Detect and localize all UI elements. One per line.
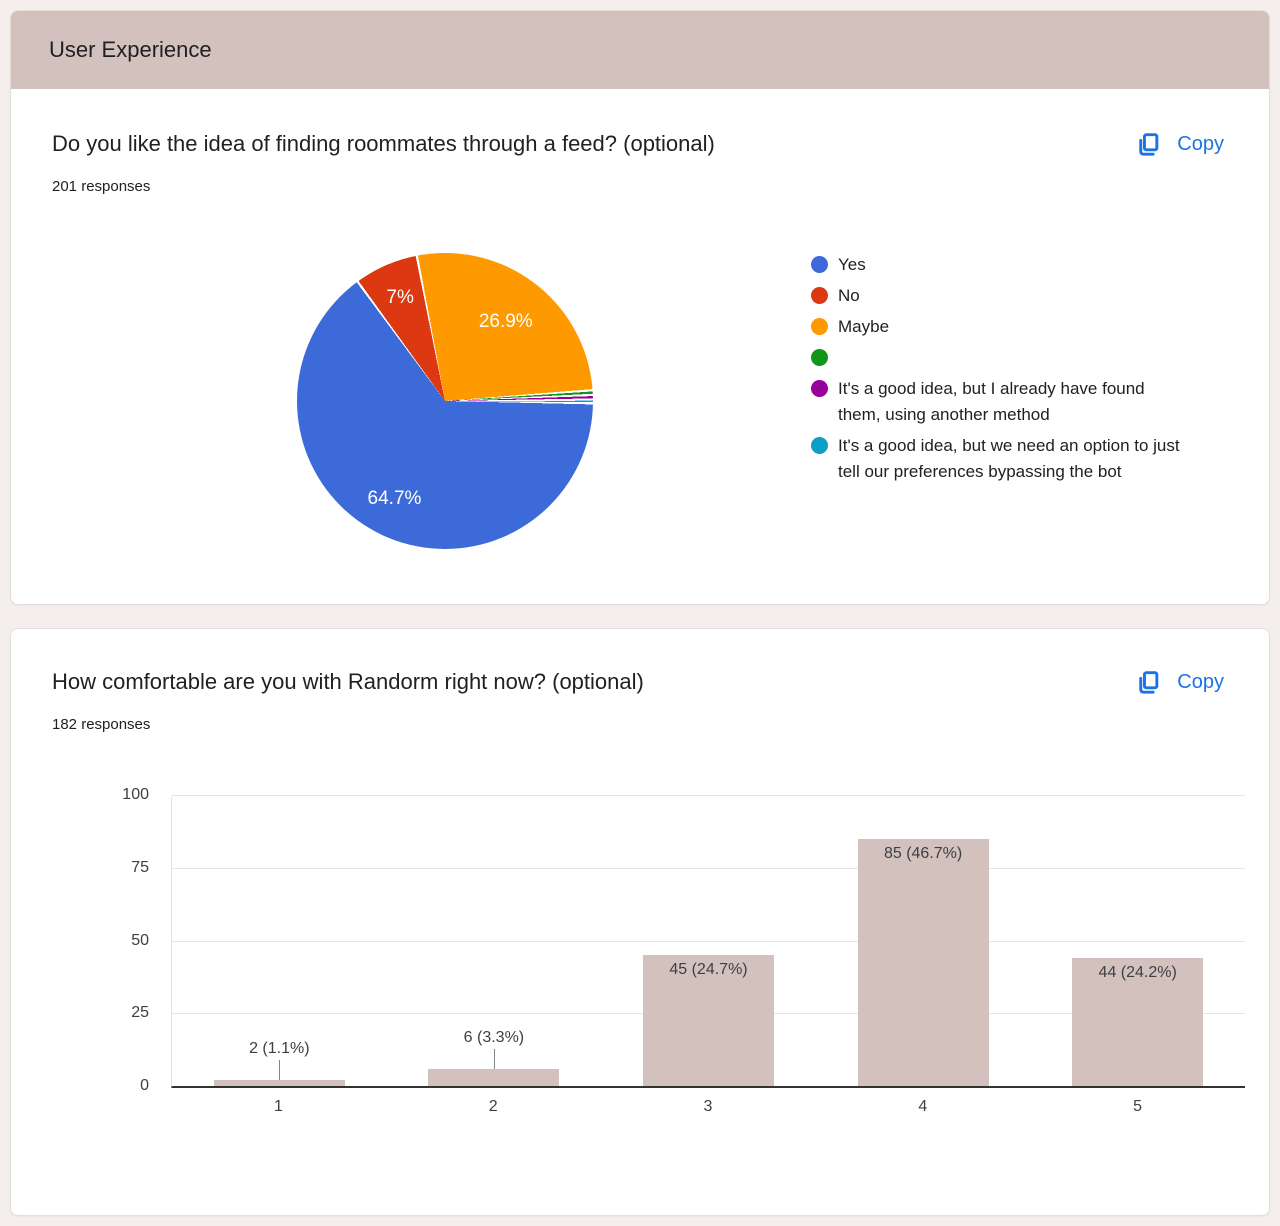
legend-label: It's a good idea, but I already have fou…	[838, 379, 1145, 424]
copy-button-label: Copy	[1177, 671, 1224, 693]
bar: 44 (24.2%)	[1072, 957, 1204, 1086]
legend-item: Maybe	[811, 314, 1189, 340]
bar: 45 (24.7%)	[642, 955, 774, 1086]
bar-value-label: 45 (24.7%)	[669, 961, 748, 979]
question-title: Do you like the idea of finding roommate…	[52, 131, 715, 156]
x-axis-labels: 1 2 3 4 5	[171, 1098, 1245, 1116]
legend-swatch-icon	[811, 287, 828, 304]
copy-button-label: Copy	[1177, 133, 1224, 155]
legend-swatch-icon	[811, 256, 828, 273]
x-tick-label: 1	[273, 1098, 283, 1115]
legend-label: Maybe	[838, 317, 890, 336]
copy-icon	[1134, 669, 1161, 696]
legend-label: No	[838, 286, 860, 305]
y-tick-label: 0	[140, 1077, 149, 1094]
plot-area: 2 (1.1%) 6 (3.3%) 45 (24.7%) 85 (46.7%) 44 (…	[171, 795, 1245, 1088]
y-tick-label: 50	[131, 931, 149, 949]
bar-slot: 44 (24.2%)	[1030, 797, 1245, 1086]
x-tick-label: 5	[1133, 1098, 1143, 1115]
bar: 85 (46.7%)	[857, 838, 989, 1086]
copy-button[interactable]: Copy	[1130, 667, 1228, 698]
copy-button[interactable]: Copy	[1130, 129, 1228, 160]
gridline	[172, 867, 1245, 869]
bar-value-label: 6 (3.3%)	[463, 1028, 525, 1046]
legend-swatch-icon	[811, 349, 828, 366]
legend-swatch-icon	[811, 380, 828, 397]
copy-icon	[1134, 131, 1161, 158]
bar: 6 (3.3%)	[428, 1029, 560, 1086]
bar-label-connector	[279, 1060, 281, 1081]
legend-item: It's a good idea, but I already have fou…	[811, 376, 1189, 428]
bar-chart-area: 2 (1.1%) 6 (3.3%) 45 (24.7%) 85 (46.7%) 44 (…	[52, 733, 1245, 1133]
bar-label-connector	[493, 1048, 495, 1069]
bar-value-label: 44 (24.2%)	[1098, 963, 1177, 981]
legend-item: It's a good idea, but we need an option …	[811, 433, 1189, 485]
x-tick-label: 2	[488, 1098, 498, 1115]
bar-slot: 2 (1.1%)	[172, 797, 387, 1086]
y-tick-label: 25	[131, 1004, 149, 1022]
bar-slot: 6 (3.3%)	[387, 797, 602, 1086]
bar: 2 (1.1%)	[213, 1040, 345, 1086]
bar-value-label: 85 (46.7%)	[883, 844, 963, 862]
legend-swatch-icon	[811, 318, 828, 335]
legend-item: Yes	[811, 252, 1189, 278]
legend-swatch-icon	[811, 437, 828, 454]
pie-slice-label: 7%	[386, 287, 414, 309]
response-count: 201 responses	[52, 178, 151, 195]
x-tick-label: 4	[918, 1098, 928, 1115]
pie-chart: 64.7% 7% 26.9%	[297, 253, 593, 549]
legend-label: It's a good idea, but we need an option …	[838, 436, 1180, 481]
section-title: User Experience	[11, 11, 1269, 89]
bar-slot: 85 (46.7%)	[816, 797, 1031, 1086]
question-title: How comfortable are you with Randorm rig…	[52, 669, 644, 694]
legend-item	[811, 345, 1189, 371]
gridline	[172, 940, 1245, 942]
pie-slice-label: 26.9%	[478, 310, 533, 332]
question-card-feed: User Experience Do you like the idea of …	[10, 10, 1270, 605]
pie-legend: Yes No Maybe It's a good idea, but I alread…	[811, 252, 1189, 490]
gridline	[172, 795, 1245, 796]
bar-slot: 45 (24.7%)	[601, 797, 816, 1086]
legend-item: No	[811, 283, 1189, 309]
pie-chart-area: 64.7% 7% 26.9% Yes No Maybe It's a good idea,…	[52, 195, 1228, 560]
response-count: 182 responses	[52, 716, 151, 733]
bar-value-label: 2 (1.1%)	[249, 1040, 310, 1058]
y-tick-label: 75	[131, 858, 149, 876]
legend-label: Yes	[838, 255, 866, 274]
pie-slice-label: 64.7%	[367, 487, 422, 509]
y-tick-label: 100	[122, 786, 149, 803]
question-card-comfort: How comfortable are you with Randorm rig…	[10, 628, 1270, 1216]
x-tick-label: 3	[703, 1098, 713, 1115]
